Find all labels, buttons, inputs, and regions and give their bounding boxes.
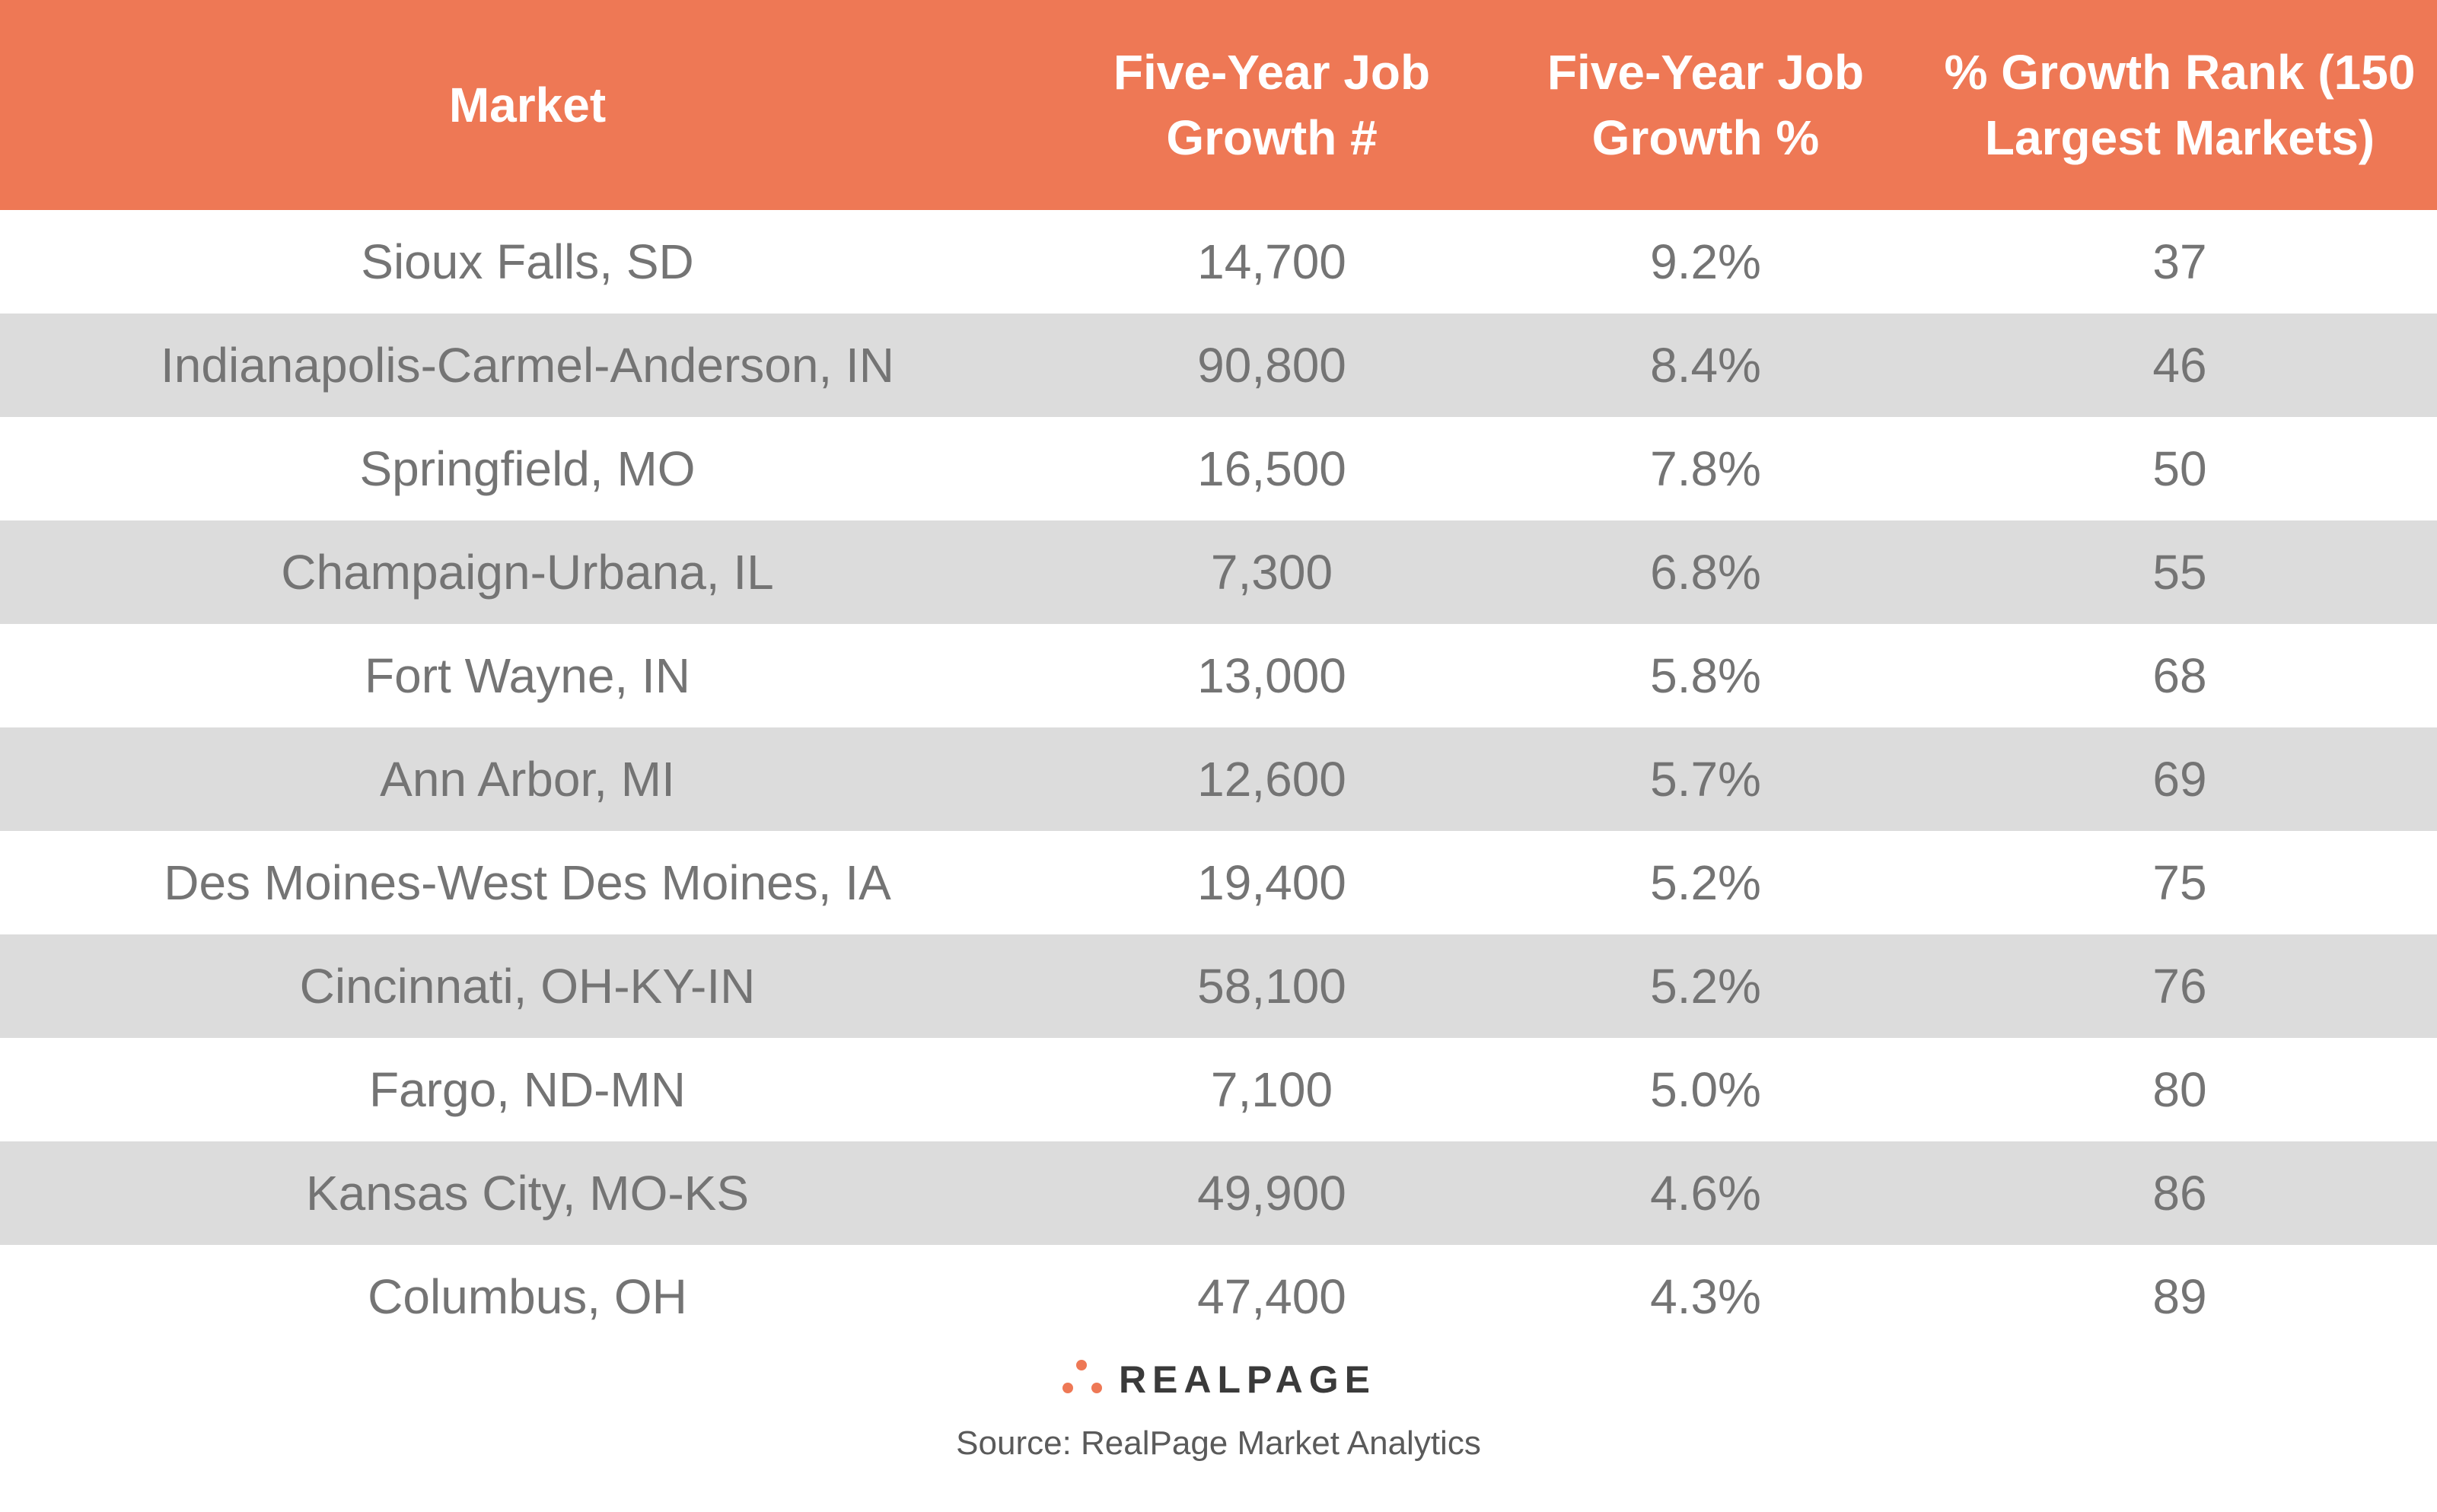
job-growth-percent-cell: 5.8% — [1650, 648, 1761, 703]
job-growth-number-cell: 7,300 — [1210, 545, 1333, 600]
growth-rank-cell: 75 — [2152, 855, 2207, 910]
table-row: Ann Arbor, MI 12,600 5.7% 69 — [0, 727, 2437, 831]
table-row: Columbus, OH 47,400 4.3% 89 — [0, 1245, 2437, 1348]
job-growth-percent-cell: 7.8% — [1650, 441, 1761, 496]
growth-rank-cell: 86 — [2152, 1166, 2207, 1221]
job-growth-number-cell: 14,700 — [1197, 234, 1346, 289]
job-growth-percent-cell: 5.0% — [1650, 1062, 1761, 1117]
table-row: Kansas City, MO-KS 49,900 4.6% 86 — [0, 1141, 2437, 1245]
table-row: Champaign-Urbana, IL 7,300 6.8% 55 — [0, 520, 2437, 624]
market-cell: Des Moines-West Des Moines, IA — [164, 855, 891, 910]
growth-rank-cell: 37 — [2152, 234, 2207, 289]
job-growth-percent-cell: 5.2% — [1650, 855, 1761, 910]
growth-rank-cell: 55 — [2152, 545, 2207, 600]
job-growth-number-cell: 13,000 — [1197, 648, 1346, 703]
market-cell: Indianapolis-Carmel-Anderson, IN — [161, 338, 894, 393]
source-note: Source: RealPage Market Analytics — [956, 1424, 1481, 1462]
job-growth-percent-cell: 9.2% — [1650, 234, 1761, 289]
logo-text: REALPAGE — [1118, 1358, 1377, 1401]
table-row: Indianapolis-Carmel-Anderson, IN 90,800 8.… — [0, 314, 2437, 417]
header-market: Market — [448, 78, 607, 132]
market-cell: Springfield, MO — [359, 441, 696, 496]
growth-rank-cell: 46 — [2152, 338, 2207, 393]
job-growth-number-cell: 7,100 — [1210, 1062, 1333, 1117]
header-growth-rank: % Growth Rank (150 Largest Markets) — [1944, 45, 2416, 165]
job-growth-percent-cell: 4.6% — [1650, 1166, 1761, 1221]
job-growth-number-cell: 58,100 — [1197, 959, 1346, 1014]
header-job-growth-number: Five-Year Job Growth # — [1113, 45, 1431, 165]
table-row: Des Moines-West Des Moines, IA 19,400 5.2%… — [0, 831, 2437, 934]
realpage-dots-logo-icon — [1061, 1360, 1104, 1399]
table-row: Cincinnati, OH-KY-IN 58,100 5.2% 76 — [0, 934, 2437, 1038]
growth-rank-cell: 89 — [2152, 1269, 2207, 1324]
table-row: Springfield, MO 16,500 7.8% 50 — [0, 417, 2437, 520]
market-cell: Sioux Falls, SD — [361, 234, 694, 289]
market-cell: Kansas City, MO-KS — [305, 1166, 750, 1221]
market-cell: Cincinnati, OH-KY-IN — [299, 959, 756, 1014]
growth-rank-cell: 76 — [2152, 959, 2207, 1014]
table-row: Fargo, ND-MN 7,100 5.0% 80 — [0, 1038, 2437, 1141]
table-row: Sioux Falls, SD 14,700 9.2% 37 — [0, 210, 2437, 314]
job-growth-number-cell: 49,900 — [1197, 1166, 1346, 1221]
market-cell: Fort Wayne, IN — [365, 648, 690, 703]
table-header: Market Five-Year Job Growth # Five-Year … — [0, 0, 2437, 210]
market-cell: Champaign-Urbana, IL — [281, 545, 774, 600]
table-row: Fort Wayne, IN 13,000 5.8% 68 — [0, 624, 2437, 727]
market-cell: Columbus, OH — [368, 1269, 687, 1324]
job-growth-number-cell: 16,500 — [1197, 441, 1346, 496]
job-growth-number-cell: 19,400 — [1197, 855, 1346, 910]
job-growth-percent-cell: 4.3% — [1650, 1269, 1761, 1324]
job-growth-number-cell: 47,400 — [1197, 1269, 1346, 1324]
job-growth-number-cell: 90,800 — [1197, 338, 1346, 393]
growth-rank-cell: 69 — [2152, 752, 2207, 807]
table-body: Sioux Falls, SD 14,700 9.2% 37 Indianapolis-… — [0, 210, 2437, 1348]
job-growth-number-cell: 12,600 — [1197, 752, 1346, 807]
job-growth-percent-cell: 5.7% — [1650, 752, 1761, 807]
growth-rank-cell: 50 — [2152, 441, 2207, 496]
realpage-logo: REALPAGE — [0, 1353, 2437, 1406]
market-cell: Ann Arbor, MI — [380, 752, 675, 807]
job-growth-table: Market Five-Year Job Growth # Five-Year … — [0, 0, 2437, 1348]
growth-rank-cell: 68 — [2152, 648, 2207, 703]
job-growth-percent-cell: 6.8% — [1650, 545, 1761, 600]
job-growth-percent-cell: 5.2% — [1650, 959, 1761, 1014]
job-growth-percent-cell: 8.4% — [1650, 338, 1761, 393]
header-job-growth-percent: Five-Year Job Growth % — [1547, 45, 1865, 165]
market-cell: Fargo, ND-MN — [368, 1062, 687, 1117]
growth-rank-cell: 80 — [2152, 1062, 2207, 1117]
